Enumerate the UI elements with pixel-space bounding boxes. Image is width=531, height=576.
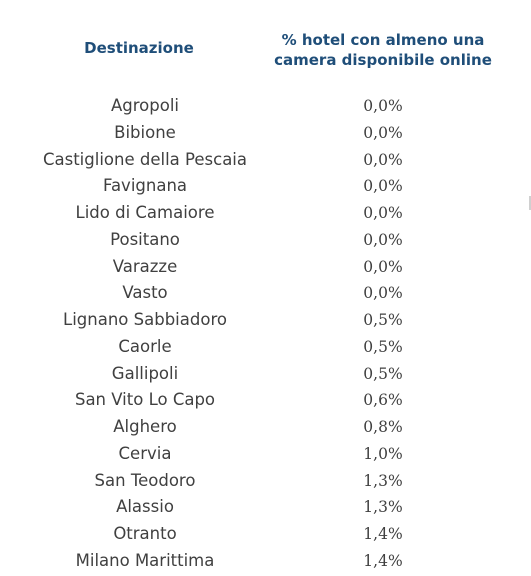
percentage-cell: 0,0% [363, 204, 403, 222]
percentage-cell: 1,4% [363, 551, 403, 570]
percentage-cell: 0,0% [363, 97, 403, 115]
destination-cell: Agropoli [110, 96, 179, 115]
percentage-cell: 0,0% [363, 284, 403, 303]
percentage-cell: 0,8% [363, 418, 403, 436]
percentage-cell: 0,0% [363, 177, 403, 196]
destination-cell: Alassio [116, 497, 174, 517]
table-row: Agropoli 0,0% [0, 93, 531, 120]
percentage-cell: 1,3% [363, 471, 403, 490]
table-row: Alghero 0,8% [0, 414, 531, 441]
table-row: Milano Marittima 1,4% [0, 548, 531, 575]
table-row: Gallipoli 0,5% [0, 361, 531, 388]
destination-cell: Caorle [118, 336, 172, 356]
table-header: Destinazione % hotel con almeno una came… [0, 30, 531, 74]
percentage-cell: 0,0% [363, 257, 403, 276]
percentage-cell: 0,0% [363, 230, 403, 249]
percentage-cell: 0,5% [363, 311, 403, 329]
header-destination: Destinazione [84, 39, 194, 57]
percentage-cell: 0,6% [363, 391, 403, 410]
header-percentage: % hotel con almeno una camera disponibil… [274, 31, 492, 69]
percentage-cell: 0,0% [363, 123, 403, 142]
table-row: Castiglione della Pescaia 0,0% [0, 147, 531, 174]
destination-cell: San Teodoro [94, 470, 196, 490]
table-row: Bibione 0,0% [0, 120, 531, 147]
percentage-cell: 0,5% [363, 337, 403, 356]
destination-cell: Favignana [102, 176, 188, 196]
table-row: San Vito Lo Capo 0,6% [0, 387, 531, 414]
destination-cell: Cervia [118, 443, 172, 463]
table-body: Agropoli 0,0% Bibione 0,0% Castiglione della… [0, 93, 531, 575]
percentage-cell: 1,0% [363, 444, 403, 463]
destination-cell: Lignano Sabbiadoro [63, 310, 227, 329]
table-row: Lignano Sabbiadoro 0,5% [0, 307, 531, 334]
table-row: Caorle 0,5% [0, 334, 531, 361]
destination-cell: Castiglione della Pescaia [42, 149, 247, 169]
destination-cell: Positano [110, 229, 180, 249]
table-row: Alassio 1,3% [0, 494, 531, 521]
table-row: Positano 0,0% [0, 227, 531, 254]
destination-cell: Gallipoli [111, 363, 179, 383]
destination-cell: Vasto [122, 283, 168, 303]
edge-mark [529, 196, 531, 210]
destination-cell: Varazze [112, 256, 178, 276]
table-row: Otranto 1,4% [0, 521, 531, 548]
destination-cell: Otranto [113, 524, 177, 543]
destination-cell: Alghero [113, 417, 177, 436]
table-row: Favignana 0,0% [0, 173, 531, 200]
table-row: Cervia 1,0% [0, 441, 531, 468]
destination-cell: Milano Marittima [75, 550, 215, 570]
percentage-cell: 1,3% [363, 498, 403, 517]
destination-cell: San Vito Lo Capo [74, 390, 216, 410]
table-row: Lido di Camaiore 0,0% [0, 200, 531, 227]
percentage-cell: 0,5% [363, 364, 403, 383]
table-row: Vasto 0,0% [0, 280, 531, 307]
destination-cell: Lido di Camaiore [75, 203, 215, 222]
percentage-cell: 0,0% [363, 150, 403, 169]
percentage-cell: 1,4% [363, 525, 403, 543]
destination-cell: Bibione [114, 122, 176, 142]
table-row: Varazze 0,0% [0, 254, 531, 281]
table-row: San Teodoro 1,3% [0, 468, 531, 495]
